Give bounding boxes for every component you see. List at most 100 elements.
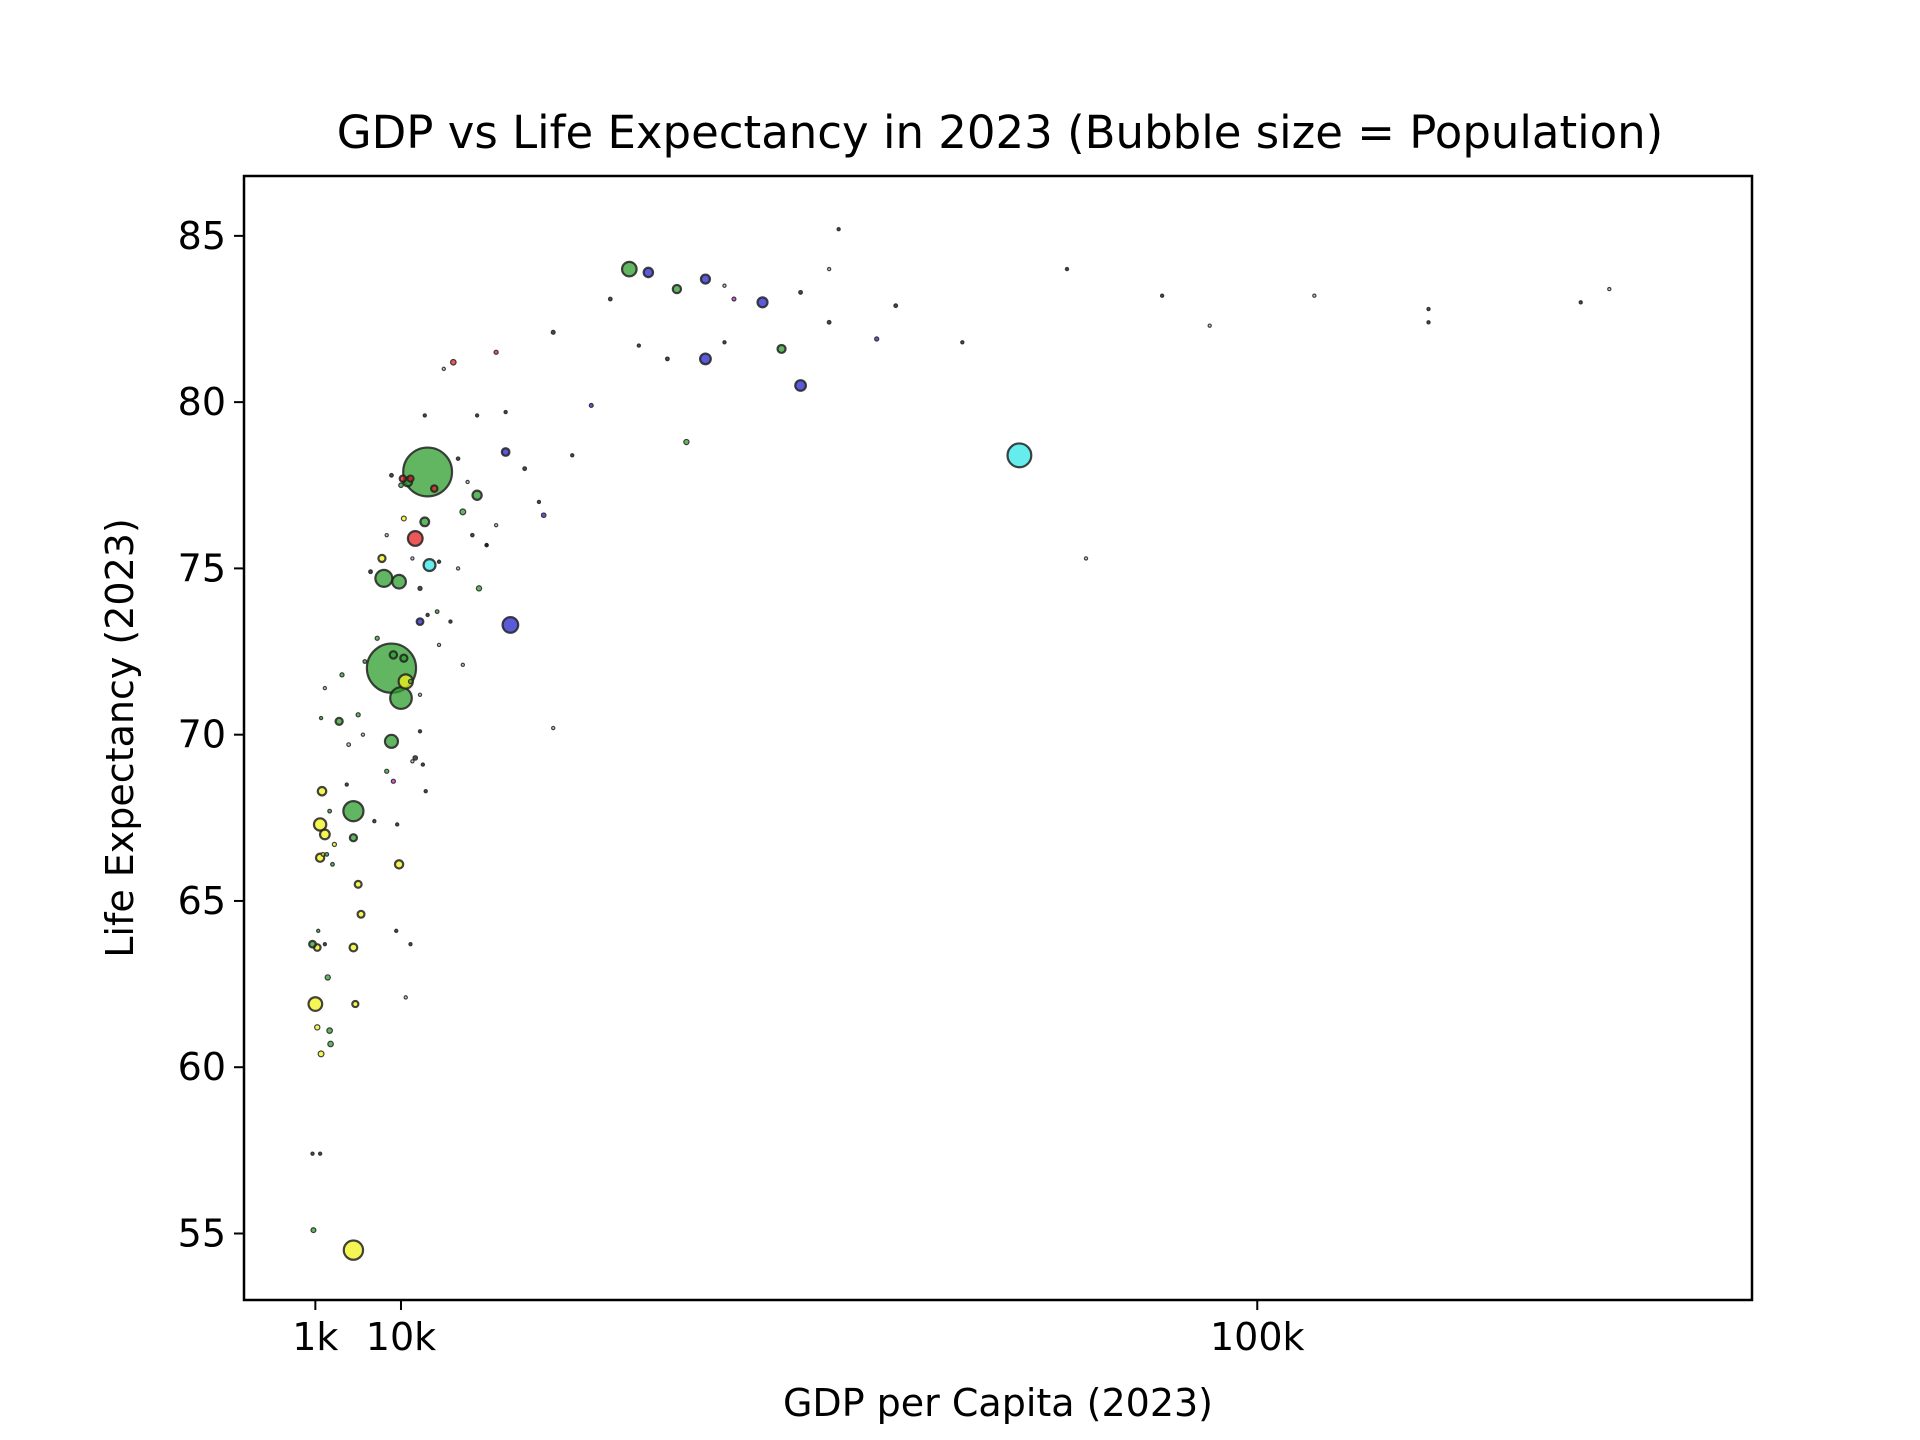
data-point xyxy=(342,1239,365,1261)
data-point xyxy=(327,1040,334,1048)
y-tick-label: 55 xyxy=(178,1211,226,1255)
data-point xyxy=(362,659,368,664)
data-point xyxy=(671,283,683,295)
data-point xyxy=(722,340,727,345)
data-point xyxy=(407,678,414,685)
data-point xyxy=(636,343,642,348)
data-point xyxy=(522,466,528,472)
data-point xyxy=(1207,323,1212,328)
data-point xyxy=(388,650,399,660)
data-point xyxy=(448,619,453,624)
x-tick-label: 10k xyxy=(366,1315,436,1359)
data-point xyxy=(402,446,454,498)
data-point xyxy=(1607,286,1612,292)
data-points xyxy=(307,227,1612,1261)
data-point xyxy=(316,785,328,797)
data-point xyxy=(307,996,324,1012)
data-point xyxy=(348,833,359,843)
data-point xyxy=(326,1027,333,1034)
y-axis-label: Life Expectancy (2023) xyxy=(98,518,142,958)
data-point xyxy=(826,319,832,325)
data-point xyxy=(377,553,387,564)
data-point xyxy=(368,569,373,575)
data-point xyxy=(310,1227,317,1234)
data-point xyxy=(465,479,470,485)
y-tick-label: 70 xyxy=(178,713,226,757)
data-point xyxy=(398,474,408,483)
data-point xyxy=(588,402,594,409)
data-point xyxy=(339,672,345,678)
data-point xyxy=(540,512,547,519)
data-point xyxy=(322,685,328,691)
data-point xyxy=(503,409,508,415)
data-point xyxy=(374,635,380,641)
data-point xyxy=(1159,293,1165,298)
data-point xyxy=(798,289,804,295)
data-point xyxy=(412,755,419,761)
x-tick-label: 100k xyxy=(1210,1315,1305,1359)
data-point xyxy=(422,558,437,573)
data-point xyxy=(756,296,769,309)
data-point xyxy=(360,732,366,737)
x-tick-label: 1k xyxy=(292,1315,338,1359)
data-point xyxy=(417,692,423,697)
x-axis: 1k 10k 100k xyxy=(292,1300,1305,1359)
data-point xyxy=(410,556,415,561)
data-point xyxy=(355,712,361,718)
data-point xyxy=(1578,300,1583,305)
data-point xyxy=(470,532,475,538)
data-point xyxy=(420,762,426,767)
data-point xyxy=(389,472,394,478)
data-point xyxy=(398,482,404,489)
data-point xyxy=(459,508,467,516)
data-point xyxy=(570,453,575,458)
data-point xyxy=(417,729,423,734)
data-point xyxy=(351,999,360,1009)
data-point xyxy=(642,266,655,279)
y-tick-label: 60 xyxy=(178,1045,226,1089)
data-point xyxy=(1426,320,1431,325)
data-point xyxy=(372,818,377,824)
data-point xyxy=(389,686,413,711)
data-point xyxy=(394,928,399,934)
data-point xyxy=(334,716,344,727)
data-point xyxy=(501,616,520,634)
data-point xyxy=(400,515,407,522)
data-point xyxy=(1083,556,1089,561)
data-point xyxy=(308,939,317,949)
data-point xyxy=(383,733,400,749)
data-point xyxy=(493,522,499,528)
data-point xyxy=(422,413,427,418)
data-point xyxy=(353,879,363,889)
data-point xyxy=(384,532,389,538)
data-point xyxy=(408,941,413,947)
data-point xyxy=(455,566,461,571)
data-point xyxy=(434,609,440,615)
data-point xyxy=(550,329,556,335)
data-point xyxy=(318,715,324,721)
y-tick-label: 75 xyxy=(178,546,226,590)
data-point xyxy=(403,995,408,1000)
data-point xyxy=(874,336,880,342)
data-point xyxy=(317,1151,323,1156)
data-point xyxy=(406,530,424,547)
data-point xyxy=(893,303,899,309)
data-point xyxy=(324,974,331,981)
data-point xyxy=(960,340,965,345)
data-point xyxy=(460,662,466,668)
data-point xyxy=(344,782,349,787)
data-point xyxy=(493,349,499,355)
data-point xyxy=(826,266,832,272)
data-point xyxy=(683,438,690,446)
data-point xyxy=(399,653,409,663)
data-point xyxy=(449,358,457,366)
data-point xyxy=(436,559,442,564)
data-point xyxy=(836,227,841,232)
data-point xyxy=(394,822,400,827)
data-point xyxy=(664,356,670,362)
data-point xyxy=(1312,293,1317,298)
data-point xyxy=(310,1151,315,1156)
data-point xyxy=(318,828,331,841)
data-point xyxy=(390,778,397,784)
data-point xyxy=(374,568,394,588)
